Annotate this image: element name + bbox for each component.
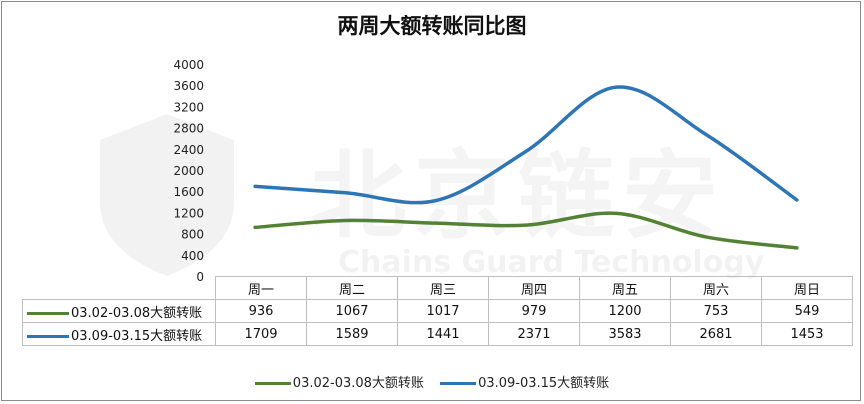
y-tick-label: 2800 — [173, 122, 204, 136]
table-header-cell: 周一 — [215, 276, 307, 300]
y-tick-label: 1600 — [173, 185, 204, 199]
legend: 03.02-03.08大额转账 03.09-03.15大额转账 — [0, 372, 864, 391]
y-tick-label: 2400 — [173, 143, 204, 157]
y-tick-label: 3600 — [173, 79, 204, 93]
table-header-row: 周一 周二 周三 周四 周五 周六 周日 — [22, 276, 853, 300]
table-series-label: 03.02-03.08大额转账 — [22, 299, 216, 323]
table-cell: 1017 — [397, 299, 489, 323]
y-tick-label: 3200 — [173, 100, 204, 114]
table-cell: 3583 — [579, 322, 671, 346]
table-row: 03.02-03.08大额转账 936 1067 1017 979 1200 7… — [22, 299, 853, 323]
series-line-1 — [253, 211, 799, 250]
legend-label: 03.09-03.15大额转账 — [478, 376, 610, 391]
table-cell: 1200 — [579, 299, 671, 323]
table-cell: 753 — [670, 299, 762, 323]
legend-entry: 03.09-03.15大额转账 — [440, 372, 609, 391]
series-layer — [253, 85, 799, 250]
y-tick-label: 400 — [181, 249, 204, 263]
y-tick-label: 1200 — [173, 206, 204, 220]
table-header-cell: 周六 — [670, 276, 762, 300]
table-cell: 2681 — [670, 322, 762, 346]
chart-title: 两周大额转账同比图 — [337, 13, 527, 38]
table-corner — [22, 276, 216, 300]
table-cell: 1441 — [397, 322, 489, 346]
table-cell: 979 — [488, 299, 580, 323]
table-series-label: 03.09-03.15大额转账 — [22, 322, 216, 346]
legend-label: 03.02-03.08大额转账 — [292, 376, 424, 391]
y-tick-label: 4000 — [173, 58, 204, 72]
legend-swatch-green — [27, 311, 69, 315]
table-header-cell: 周三 — [397, 276, 489, 300]
table-cell: 2371 — [488, 322, 580, 346]
series-name: 03.02-03.08大额转账 — [71, 305, 203, 321]
data-table: 周一 周二 周三 周四 周五 周六 周日 03.02-03.08大额转账 936… — [22, 276, 853, 346]
table-cell: 1709 — [215, 322, 307, 346]
table-header-cell: 周五 — [579, 276, 671, 300]
table-cell: 1589 — [306, 322, 398, 346]
series-name: 03.09-03.15大额转账 — [71, 328, 203, 344]
legend-swatch-blue — [27, 334, 69, 338]
y-tick-label: 2000 — [173, 164, 204, 178]
table-header-cell: 周日 — [761, 276, 853, 300]
table-cell: 1453 — [761, 322, 853, 346]
table-header-cell: 周四 — [488, 276, 580, 300]
series-line-2 — [253, 85, 799, 205]
table-row: 03.09-03.15大额转账 1709 1589 1441 2371 3583… — [22, 322, 853, 346]
legend-swatch-green — [254, 382, 291, 385]
legend-entry: 03.02-03.08大额转账 — [254, 372, 424, 391]
table-header-cell: 周二 — [306, 276, 398, 300]
legend-swatch-blue — [440, 382, 477, 385]
table-cell: 1067 — [306, 299, 398, 323]
table-cell: 936 — [215, 299, 307, 323]
table-cell: 549 — [761, 299, 853, 323]
y-tick-label: 800 — [181, 228, 204, 242]
